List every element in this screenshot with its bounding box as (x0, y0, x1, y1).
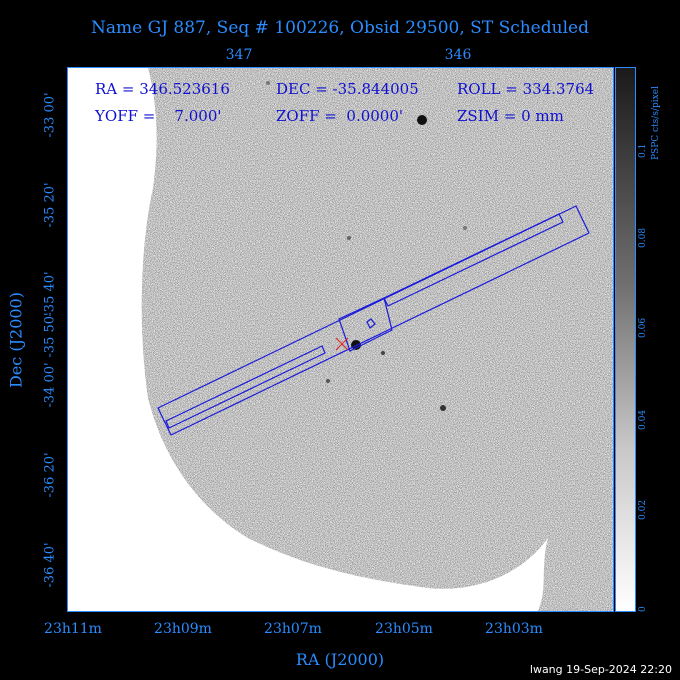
colorbar-tick: 0.06 (638, 317, 648, 338)
y-axis-label: Dec (J2000) (6, 292, 26, 388)
x-tick: 23h03m (485, 621, 543, 637)
colorbar-unit: PSPC cts/s/pixel (651, 86, 661, 160)
colorbar (615, 67, 636, 612)
target-marker (335, 337, 349, 351)
y-tick: -35 20' (42, 182, 58, 228)
sky-image-panel: RA = 346.523616 DEC = -35.844005 ROLL = … (67, 67, 614, 612)
x-ray-sources (266, 81, 467, 411)
zoff-readout: ZOFF = 0.0000' (276, 107, 404, 125)
plot-title: Name GJ 887, Seq # 100226, Obsid 29500, … (91, 18, 589, 38)
x-axis-label: RA (J2000) (295, 650, 385, 669)
colorbar-tick: 0.02 (638, 499, 648, 520)
y-tick: -33 00' (42, 92, 58, 138)
top-tick-347: 347 (225, 47, 253, 63)
fov-outline (157, 205, 590, 436)
ra-readout: RA = 346.523616 (95, 80, 230, 98)
colorbar-tick: 0 (638, 606, 648, 612)
colorbar-tick: 0.08 (638, 227, 648, 248)
roll-readout: ROLL = 334.3764 (457, 80, 595, 98)
yoff-readout: YOFF = 7.000' (95, 107, 222, 125)
y-tick: -34 00' (42, 362, 58, 408)
top-tick-346: 346 (444, 47, 472, 63)
dec-readout: DEC = -35.844005 (276, 80, 419, 98)
y-tick: -36 20' (42, 452, 58, 498)
colorbar-tick: 0.1 (638, 143, 648, 158)
footer-stamp: lwang 19-Sep-2024 22:20 (529, 663, 672, 676)
x-tick: 23h05m (375, 621, 433, 637)
y-tick: -35 50' (42, 312, 58, 358)
y-tick: -35 40' (42, 271, 58, 317)
x-tick: 23h09m (154, 621, 212, 637)
x-tick: 23h07m (264, 621, 322, 637)
y-tick: -36 40' (42, 542, 58, 588)
colorbar-tick: 0.04 (638, 409, 648, 430)
sky-image (141, 68, 613, 611)
zsim-readout: ZSIM = 0 mm (457, 107, 564, 125)
x-tick: 23h11m (44, 621, 102, 637)
